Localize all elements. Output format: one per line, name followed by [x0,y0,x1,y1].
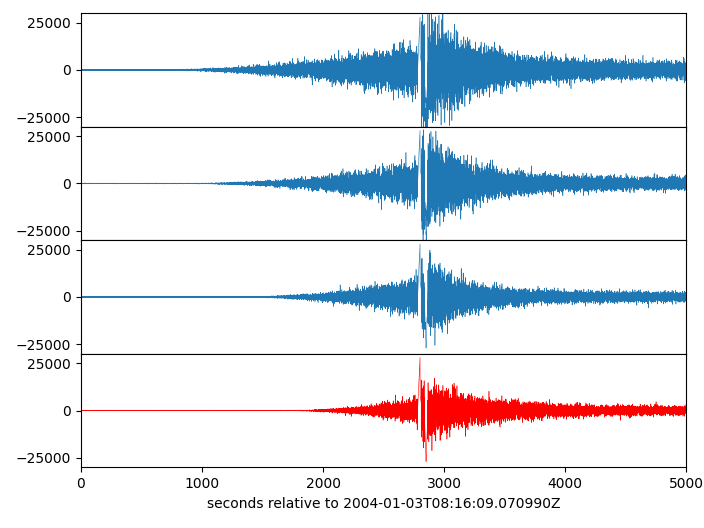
X-axis label: seconds relative to 2004-01-03T08:16:09.070990Z: seconds relative to 2004-01-03T08:16:09.… [207,496,560,511]
